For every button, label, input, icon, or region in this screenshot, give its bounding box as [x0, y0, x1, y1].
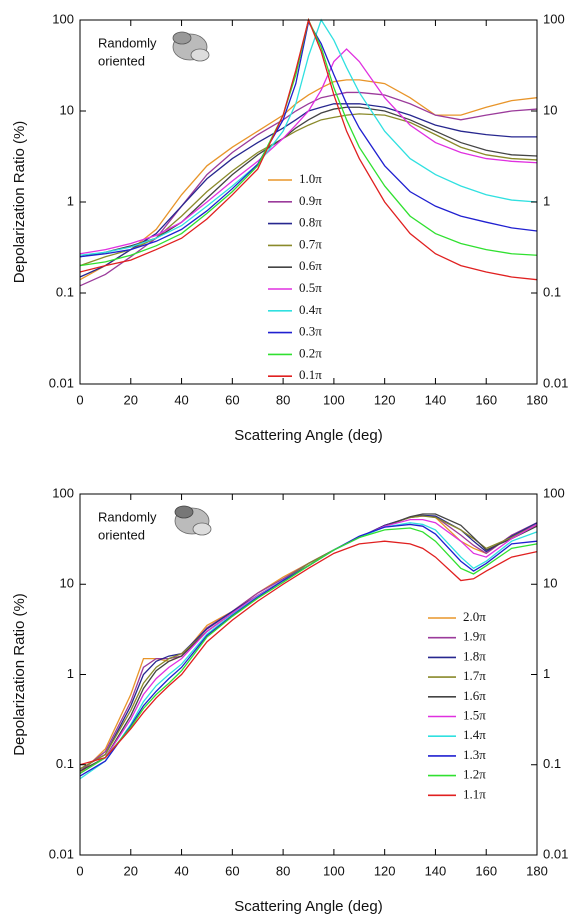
- x-axis-label: Scattering Angle (deg): [234, 898, 382, 915]
- legend-label: 1.6π: [463, 688, 486, 703]
- legend-label: 0.3π: [299, 324, 322, 339]
- x-tick-label: 100: [323, 863, 345, 878]
- x-tick-label: 140: [425, 863, 447, 878]
- y-tick-label: 10: [60, 576, 74, 591]
- x-tick-label: 20: [124, 392, 138, 407]
- particle-icon: [174, 505, 212, 536]
- data-line: [79, 515, 538, 770]
- y2-tick-label: 100: [543, 11, 565, 26]
- x-tick-label: 60: [225, 392, 239, 407]
- legend-label: 1.4π: [463, 727, 486, 742]
- legend-label: 1.5π: [463, 707, 486, 722]
- data-line: [79, 106, 538, 258]
- x-tick-label: 0: [76, 863, 83, 878]
- x-tick-label: 60: [225, 863, 239, 878]
- x-axis-label: Scattering Angle (deg): [234, 427, 382, 444]
- x-tick-label: 80: [276, 392, 290, 407]
- legend-label: 1.2π: [463, 767, 486, 782]
- y-tick-label: 100: [52, 11, 74, 26]
- data-line: [79, 17, 538, 281]
- y2-tick-label: 0.01: [543, 375, 568, 390]
- legend-label: 1.0π: [299, 171, 322, 186]
- legend-label: 1.3π: [463, 747, 486, 762]
- y-tick-label: 0.01: [49, 846, 74, 861]
- y2-tick-label: 10: [543, 576, 557, 591]
- x-tick-label: 180: [526, 392, 548, 407]
- legend-label: 1.7π: [463, 668, 486, 683]
- legend-label: 0.5π: [299, 280, 322, 295]
- legend-label: 1.1π: [463, 786, 486, 801]
- legend-label: 0.1π: [299, 367, 322, 382]
- y-axis-label: Depolarization Ratio (%): [11, 593, 28, 756]
- data-line: [79, 103, 537, 278]
- data-line: [79, 18, 538, 256]
- x-tick-label: 140: [425, 392, 447, 407]
- y2-tick-label: 10: [543, 102, 557, 117]
- annotation: Randomly: [98, 509, 157, 524]
- x-tick-label: 20: [124, 863, 138, 878]
- y2-tick-label: 1: [543, 193, 550, 208]
- data-line: [79, 48, 538, 255]
- x-tick-label: 40: [174, 863, 188, 878]
- legend-label: 0.7π: [299, 236, 322, 251]
- data-line: [79, 113, 538, 267]
- y-tick-label: 0.1: [56, 284, 74, 299]
- y-axis-label: Depolarization Ratio (%): [11, 121, 28, 284]
- y-tick-label: 1: [67, 193, 74, 208]
- legend-label: 0.9π: [299, 193, 322, 208]
- legend-label: 0.2π: [299, 345, 322, 360]
- particle-icon: [172, 31, 210, 62]
- legend-label: 1.8π: [463, 648, 486, 663]
- y-tick-label: 1: [67, 666, 74, 681]
- x-tick-label: 120: [374, 863, 396, 878]
- y-tick-label: 100: [52, 485, 74, 500]
- y-tick-label: 0.01: [49, 375, 74, 390]
- x-tick-label: 40: [174, 392, 188, 407]
- legend-label: 0.8π: [299, 215, 322, 230]
- x-tick-label: 180: [526, 863, 548, 878]
- legend-label: 2.0π: [463, 609, 486, 624]
- legend-label: 0.6π: [299, 258, 322, 273]
- y2-tick-label: 100: [543, 485, 565, 500]
- x-tick-label: 100: [323, 392, 345, 407]
- y2-tick-label: 0.01: [543, 846, 568, 861]
- x-tick-label: 160: [475, 392, 497, 407]
- annotation: Randomly: [98, 35, 157, 50]
- y-tick-label: 10: [60, 102, 74, 117]
- data-line: [79, 527, 538, 775]
- y2-tick-label: 0.1: [543, 756, 561, 771]
- legend-label: 1.9π: [463, 629, 486, 644]
- legend-label: 0.4π: [299, 302, 322, 317]
- y-tick-label: 0.1: [56, 756, 74, 771]
- y2-tick-label: 0.1: [543, 284, 561, 299]
- data-line: [79, 79, 538, 281]
- data-line: [79, 540, 538, 766]
- x-tick-label: 0: [76, 392, 83, 407]
- annotation: oriented: [98, 53, 145, 68]
- data-line: [79, 18, 538, 267]
- x-tick-label: 120: [374, 392, 396, 407]
- x-tick-label: 160: [475, 863, 497, 878]
- y2-tick-label: 1: [543, 666, 550, 681]
- x-tick-label: 80: [276, 863, 290, 878]
- annotation: oriented: [98, 527, 145, 542]
